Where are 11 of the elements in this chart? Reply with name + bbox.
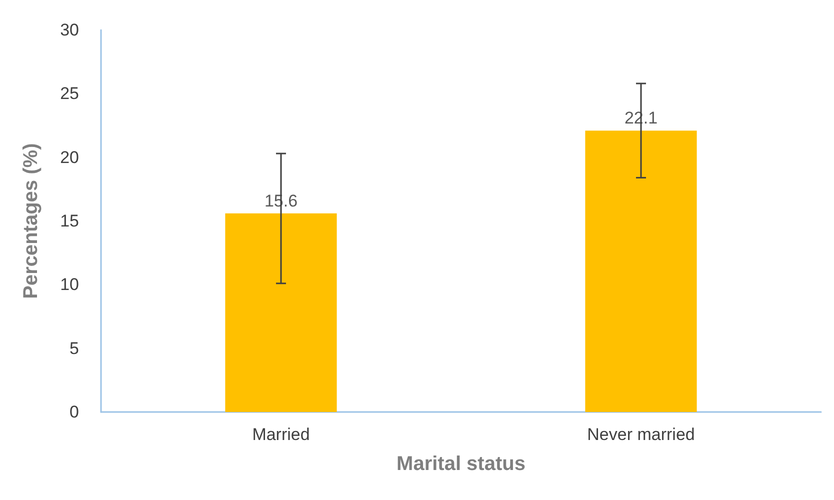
y-tick-label: 25: [60, 84, 79, 104]
y-tick-label: 30: [60, 20, 79, 40]
y-axis-title: Percentages (%): [20, 143, 42, 299]
x-axis-title: Marital status: [396, 453, 526, 475]
y-tick-label: 15: [60, 212, 79, 230]
y-tick-label: 10: [60, 275, 79, 294]
x-tick-label: Married: [252, 425, 310, 444]
x-tick-label: Never married: [587, 425, 695, 444]
y-tick-label: 5: [70, 338, 79, 358]
y-tick-label: 20: [60, 148, 79, 167]
y-tick-label: 0: [70, 402, 79, 422]
